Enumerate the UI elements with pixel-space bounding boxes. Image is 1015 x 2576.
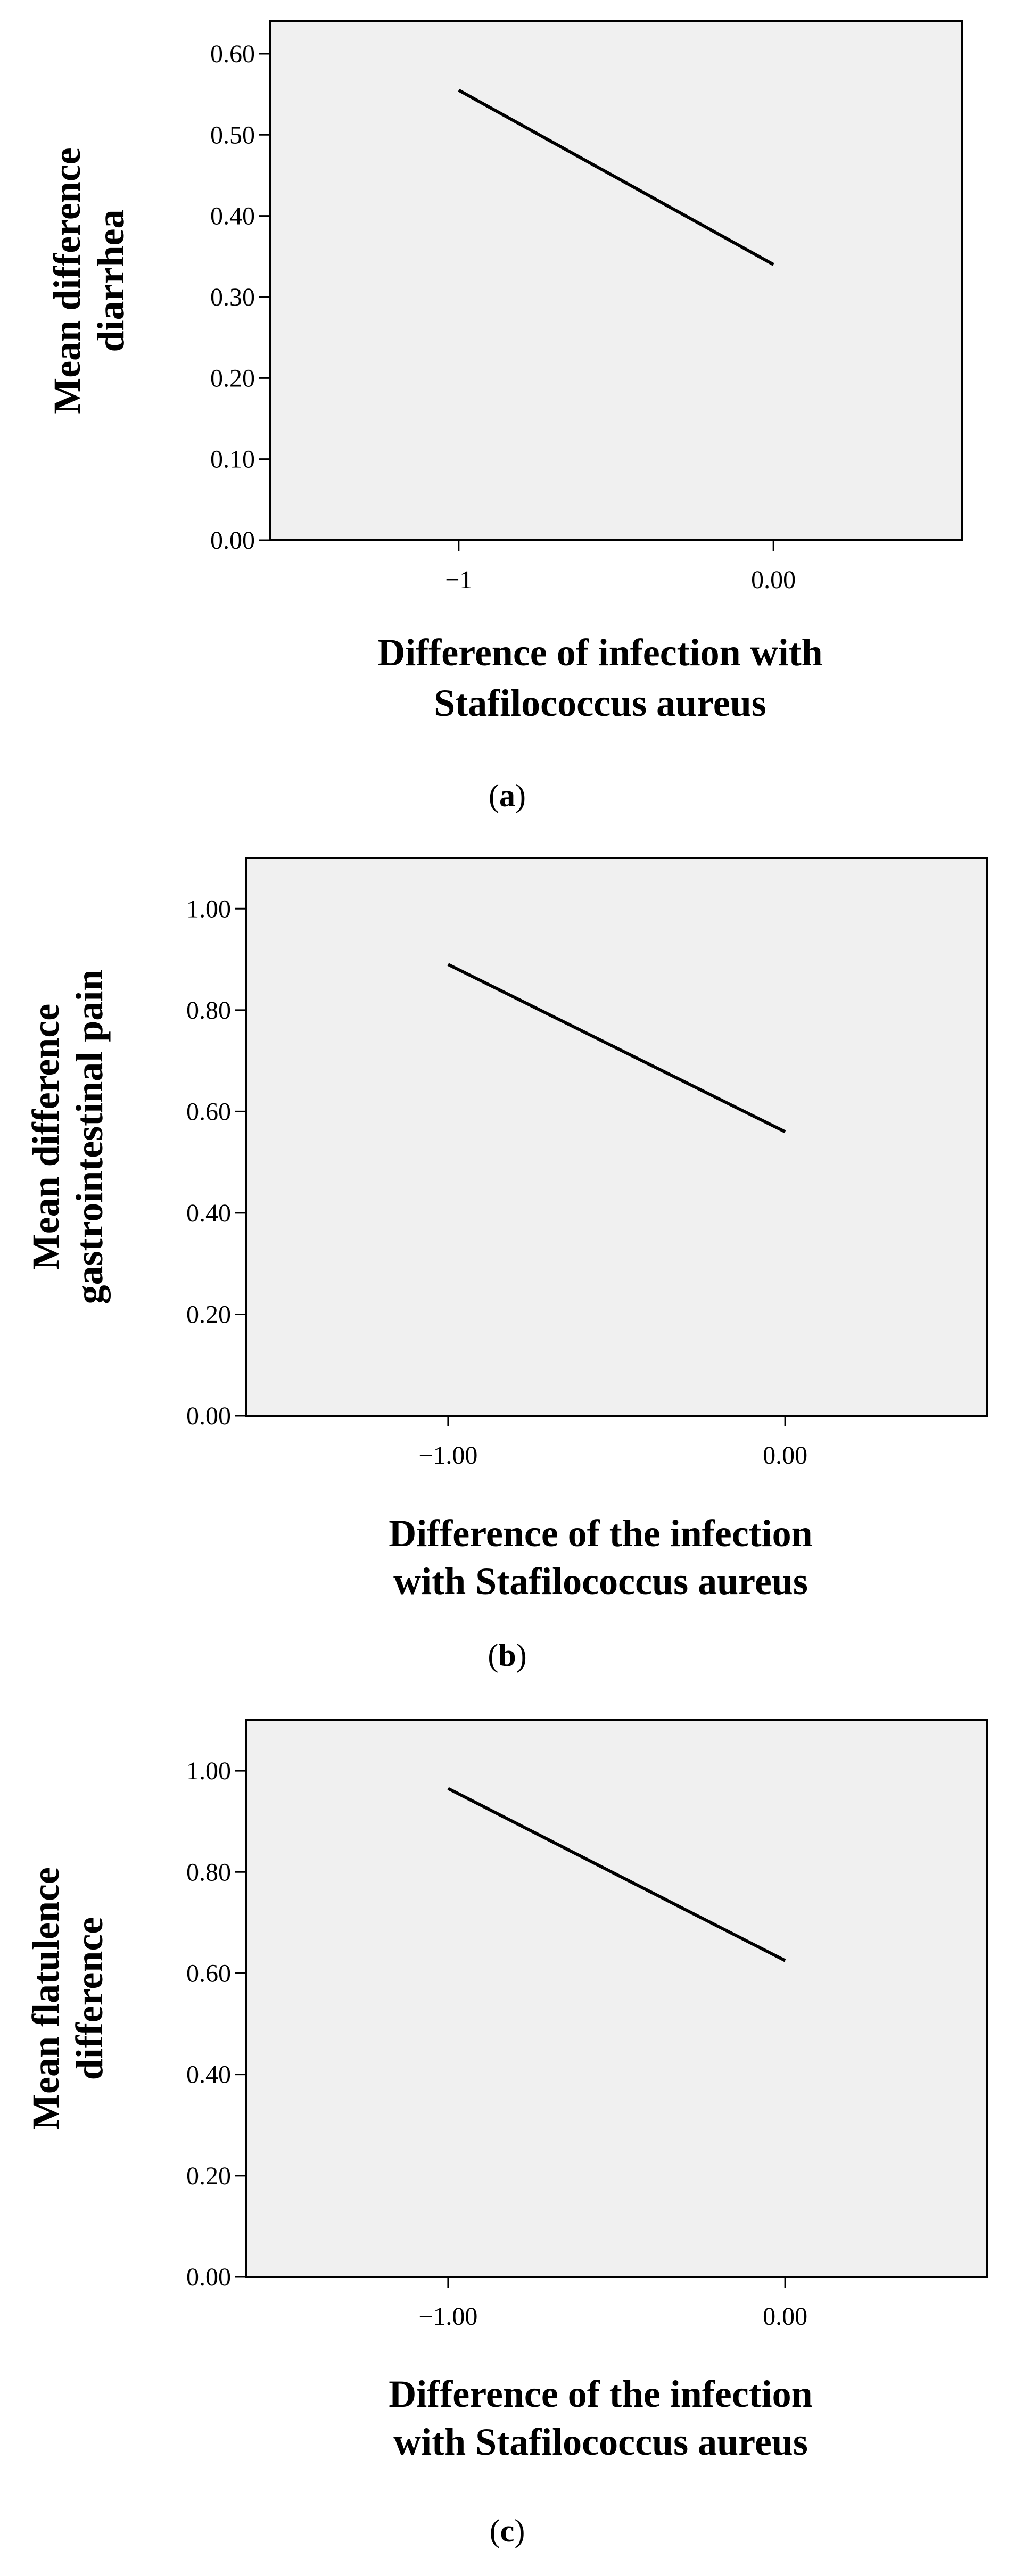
x-axis-title-line: with Stafilococcus aureus	[393, 2421, 808, 2463]
x-tick-label: −1	[445, 566, 472, 594]
y-tick-label: 0.00	[186, 2263, 231, 2291]
y-axis-title-line: Mean flatulence	[24, 1867, 67, 2130]
x-axis-title-line: Difference of the infection	[389, 2373, 812, 2415]
y-axis-title: Mean differencegastrointestinal pain	[24, 970, 111, 1304]
x-tick-label: −1.00	[418, 2302, 477, 2331]
y-tick-label: 0.40	[210, 202, 255, 230]
chart-panel-c: 0.00 0.20 0.40 0.60 0.80 1.00 −1.00 0.00 Mean fl…	[24, 1719, 988, 2548]
y-axis-title-line: Mean difference	[24, 1004, 67, 1270]
chart-panel-a: 0.00 0.10 0.20 0.30 0.40 0.50 0.60 −1 0.00 Mean d…	[46, 20, 963, 813]
x-axis-title-line: Difference of infection with	[377, 631, 822, 674]
panel-label-close: )	[515, 778, 526, 813]
x-tick-label: 0.00	[751, 566, 796, 594]
y-tick-label: 0.40	[186, 1199, 231, 1227]
plot-area	[245, 1719, 988, 2278]
y-tick-label: 0.00	[186, 1402, 231, 1430]
panel-label-letter: b	[498, 1638, 516, 1673]
y-tick-label: 0.20	[210, 364, 255, 392]
x-tick-label: −1.00	[418, 1441, 477, 1469]
y-tick-label: 0.80	[186, 996, 231, 1025]
panel-label-close: )	[514, 2513, 525, 2548]
panel-label-open: (	[488, 1638, 498, 1673]
y-axis-title-line: gastrointestinal pain	[68, 970, 111, 1304]
series-line	[447, 963, 786, 1134]
panel-label: (c)	[490, 2513, 525, 2548]
panel-label-open: (	[489, 778, 499, 813]
panel-label-open: (	[490, 2513, 500, 2548]
panel-label: (a)	[489, 778, 526, 813]
panel-label-letter: c	[500, 2513, 515, 2548]
y-tick-label: 0.60	[210, 40, 255, 68]
y-tick-label: 0.00	[210, 526, 255, 555]
series-line	[447, 1787, 786, 1962]
plot-area	[245, 857, 988, 1417]
x-tick-label: 0.00	[763, 2302, 807, 2331]
panel-label-close: )	[516, 1638, 527, 1673]
panel-label: (b)	[488, 1638, 526, 1673]
y-tick-label: 0.20	[186, 1300, 231, 1328]
y-tick-label: 0.60	[186, 1097, 231, 1126]
panel-label-letter: a	[499, 778, 515, 813]
y-axis-title-line: difference	[68, 1917, 111, 2080]
y-axis-title: Mean flatulencedifference	[24, 1867, 111, 2130]
y-axis-title: Mean differencediarrhea	[46, 147, 132, 414]
chart-panel-b: 0.00 0.20 0.40 0.60 0.80 1.00 −1.00 0.00 Mean di…	[24, 857, 988, 1673]
y-tick-label: 0.10	[210, 445, 255, 474]
x-axis-title-line: Difference of the infection	[389, 1512, 812, 1555]
y-tick-label: 1.00	[186, 1757, 231, 1785]
y-axis-title-line: Mean difference	[46, 147, 88, 414]
y-tick-label: 0.50	[210, 121, 255, 149]
series-line	[458, 88, 774, 266]
y-tick-label: 0.60	[186, 1959, 231, 1987]
y-tick-label: 0.40	[186, 2061, 231, 2089]
y-tick-label: 0.80	[186, 1858, 231, 1886]
y-tick-label: 1.00	[186, 895, 231, 923]
x-axis-title-line: Stafilococcus aureus	[434, 682, 766, 724]
y-axis-title-line: diarrhea	[89, 210, 132, 352]
x-axis-title-line: with Stafilococcus aureus	[393, 1560, 808, 1603]
y-tick-label: 0.30	[210, 283, 255, 311]
y-tick-label: 0.20	[186, 2162, 231, 2190]
x-tick-label: 0.00	[763, 1441, 807, 1469]
plot-area	[269, 20, 963, 541]
